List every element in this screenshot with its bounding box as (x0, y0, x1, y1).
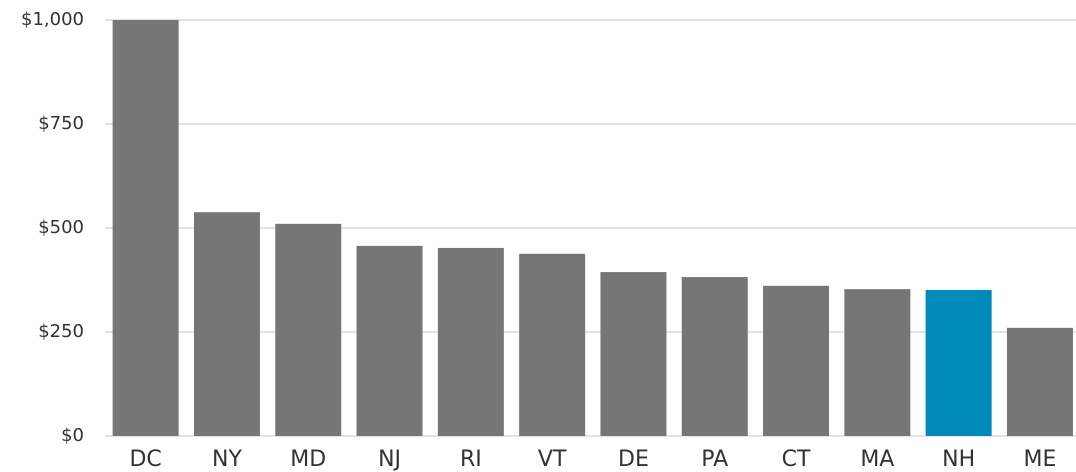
bar (600, 272, 667, 436)
bar (193, 212, 260, 436)
bar (844, 289, 911, 436)
bar (437, 247, 504, 436)
x-tick-label: DE (618, 447, 649, 472)
x-tick-label: RI (460, 447, 482, 472)
x-tick-label: NY (212, 447, 242, 472)
y-tick-label: $500 (38, 217, 84, 238)
y-tick-label: $1,000 (21, 9, 84, 30)
bar (275, 223, 342, 436)
bar (112, 20, 179, 436)
bar (356, 245, 423, 436)
bar (1006, 327, 1073, 436)
x-tick-label: CT (782, 447, 811, 472)
x-tick-label: NJ (378, 447, 401, 472)
bar (763, 285, 830, 436)
x-tick-label: VT (538, 447, 567, 472)
x-tick-label: MD (290, 447, 326, 472)
x-tick-label: DC (129, 447, 161, 472)
x-tick-label: PA (701, 447, 728, 472)
y-tick-label: $0 (61, 425, 84, 446)
y-tick-label: $750 (38, 113, 84, 134)
x-tick-label: ME (1024, 447, 1057, 472)
x-tick-label: NH (942, 447, 975, 472)
x-tick-label: MA (860, 447, 894, 472)
bar (925, 289, 992, 436)
bar (681, 277, 748, 436)
y-tick-label: $250 (38, 321, 84, 342)
bar (519, 253, 586, 436)
